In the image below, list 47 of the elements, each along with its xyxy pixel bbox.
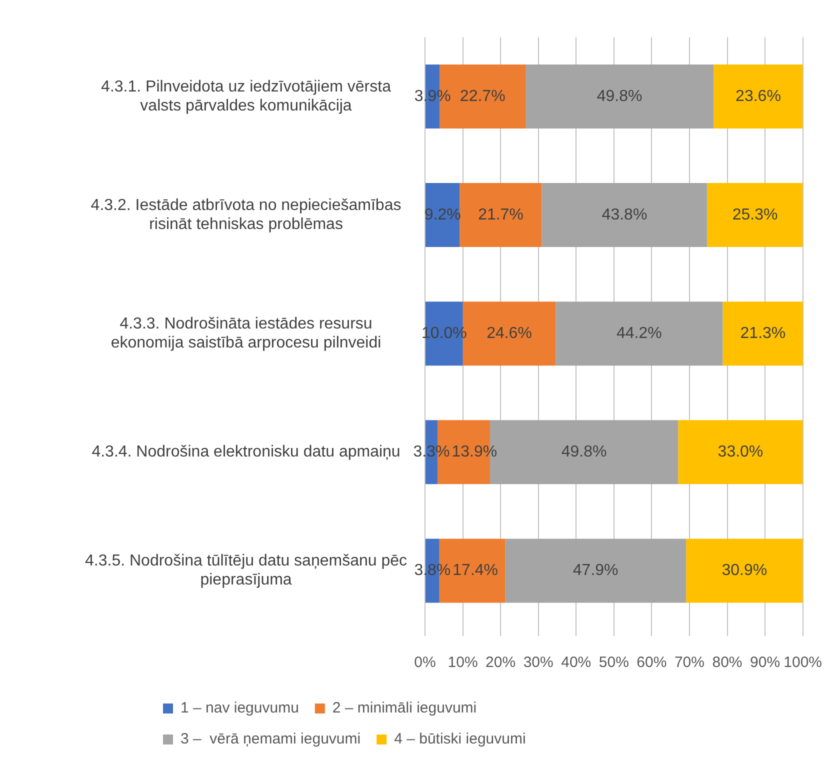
data-label: 17.4% — [452, 562, 498, 580]
x-tick-label: 40% — [561, 654, 592, 672]
x-tick-label: 100% — [784, 654, 822, 672]
data-label: 21.3% — [740, 325, 786, 342]
legend-label: 4 – būtiski ieguvumi — [394, 730, 526, 748]
y-tick-label: 4.3.1. Pilnveidota uz iedzīvotājiem vērsta valsts pārvaldes komunikācija — [101, 78, 392, 114]
bar — [707, 183, 803, 248]
x-tick-label: 0% — [414, 654, 436, 672]
bar — [722, 302, 803, 366]
x-tick-label: 80% — [712, 654, 742, 672]
legend-label: 2 – minimāli ieguvumi — [332, 700, 477, 717]
data-label: 3.9% — [414, 88, 451, 105]
x-tick-label: 50% — [598, 654, 629, 672]
x-tick-label: 90% — [750, 654, 780, 672]
data-label: 21.7% — [478, 206, 524, 224]
y-tick-label: 4.3.5. Nodrošina tūlītēju datu saņemšanu pēc pieprasījuma — [85, 552, 407, 589]
data-label: 24.6% — [486, 325, 532, 342]
data-label: 49.8% — [596, 88, 642, 105]
legend-label: 3 – vērā ņemami ieguvumi — [180, 730, 361, 748]
data-label: 33.0% — [718, 444, 764, 461]
data-label: 3.3% — [413, 444, 450, 461]
data-label: 3.8% — [414, 562, 451, 580]
y-tick-label: 4.3.2. Iestāde atbrīvota no nepieciešamības risināt tehniskas problēmas — [90, 196, 402, 234]
bar — [678, 420, 803, 484]
data-label: 44.2% — [616, 325, 662, 342]
data-label: 30.9% — [722, 562, 768, 580]
bar — [526, 64, 714, 128]
bar — [460, 183, 542, 248]
legend-label: 1 – nav ieguvumu — [180, 700, 299, 717]
bar — [686, 538, 803, 603]
x-tick-label: 30% — [523, 654, 554, 672]
bar — [556, 302, 723, 366]
y-tick-label: 4.3.3. Nodrošināta iestādes resursu ekonomija saistībā arprocesu pilnveidi — [110, 315, 382, 352]
data-label: 22.7% — [460, 88, 506, 105]
bar — [505, 538, 686, 603]
x-tick-label: 70% — [674, 654, 704, 672]
x-tick-label: 20% — [486, 654, 516, 672]
x-tick-label: 60% — [636, 654, 667, 672]
data-label: 25.3% — [732, 206, 778, 224]
y-tick-label: 4.3.4. Nodrošina elektronisku datu apmaiņu — [92, 444, 400, 461]
data-label: 23.6% — [736, 88, 781, 105]
bar — [714, 64, 803, 128]
data-label: 43.8% — [602, 206, 648, 224]
bar — [542, 183, 708, 248]
data-label: 49.8% — [561, 444, 607, 461]
x-tick-label: 10% — [448, 654, 478, 672]
data-label: 47.9% — [572, 562, 618, 580]
